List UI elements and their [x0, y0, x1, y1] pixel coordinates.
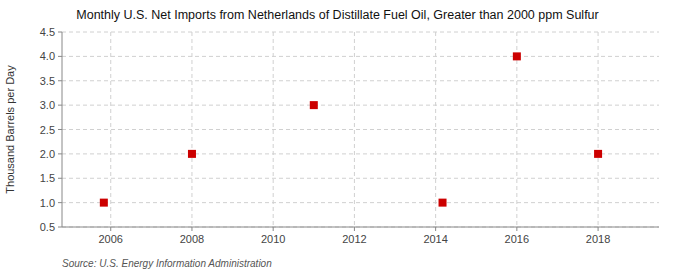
- x-axis-line: [62, 227, 659, 228]
- y-tick: [58, 153, 62, 154]
- y-tick: [58, 56, 62, 57]
- y-tick: [58, 80, 62, 81]
- x-tick-label: 2014: [423, 233, 447, 245]
- x-tick-label: 2008: [180, 233, 204, 245]
- source-note: Source: U.S. Energy Information Administ…: [62, 258, 272, 269]
- grid-line: [62, 153, 659, 154]
- y-tick: [58, 129, 62, 130]
- grid: [62, 32, 659, 227]
- grid-line: [62, 202, 659, 203]
- grid-line: [62, 227, 659, 228]
- y-tick-label: 4.5: [40, 26, 55, 38]
- grid-line: [435, 32, 436, 227]
- title: Monthly U.S. Net Imports from Netherland…: [76, 8, 598, 22]
- y-tick: [58, 32, 62, 33]
- x-tick: [435, 227, 436, 231]
- point: [310, 101, 318, 109]
- y-axis-label: Thousand Barrels per Day: [4, 65, 16, 194]
- grid-line: [62, 80, 659, 81]
- point: [188, 150, 196, 158]
- x-tick-label: 2012: [342, 233, 366, 245]
- y-tick-label: 4.0: [40, 50, 55, 62]
- y-tick-label: 3.5: [40, 75, 55, 87]
- x-tick: [598, 227, 599, 231]
- grid-line: [62, 105, 659, 106]
- point: [594, 150, 602, 158]
- chart: 2006 2008 2010 2012 2014 2016 2018 0.5 1.0 1.5 2.0…: [0, 0, 675, 275]
- y-tick: [58, 105, 62, 106]
- x-tick: [273, 227, 274, 231]
- y-tick-label: 1.5: [40, 172, 55, 184]
- x-tick-label: 2018: [586, 233, 610, 245]
- grid-line: [273, 32, 274, 227]
- point: [513, 52, 521, 60]
- x-tick: [110, 227, 111, 231]
- grid-line: [110, 32, 111, 227]
- grid-line: [191, 32, 192, 227]
- axes: 2006 2008 2010 2012 2014 2016 2018 0.5 1.0 1.5 2.0…: [40, 26, 611, 245]
- grid-line: [62, 178, 659, 179]
- y-tick-label: 0.5: [40, 221, 55, 233]
- x-tick-label: 2010: [261, 233, 285, 245]
- y-tick: [58, 202, 62, 203]
- x-tick-label: 2016: [505, 233, 529, 245]
- x-tick: [516, 227, 517, 231]
- points: [100, 52, 602, 206]
- y-tick: [58, 227, 62, 228]
- grid-line: [62, 32, 659, 33]
- x-tick: [191, 227, 192, 231]
- grid-line: [62, 129, 659, 130]
- x-tick-label: 2006: [98, 233, 122, 245]
- grid-line: [516, 32, 517, 227]
- grid-line: [354, 32, 355, 227]
- point: [439, 199, 447, 207]
- grid-line: [62, 56, 659, 57]
- y-tick: [58, 178, 62, 179]
- y-tick-label: 1.0: [40, 197, 55, 209]
- y-tick-label: 2.5: [40, 124, 55, 136]
- y-tick-label: 3.0: [40, 99, 55, 111]
- point: [100, 199, 108, 207]
- x-tick: [354, 227, 355, 231]
- y-tick-label: 2.0: [40, 148, 55, 160]
- grid-line: [598, 32, 599, 227]
